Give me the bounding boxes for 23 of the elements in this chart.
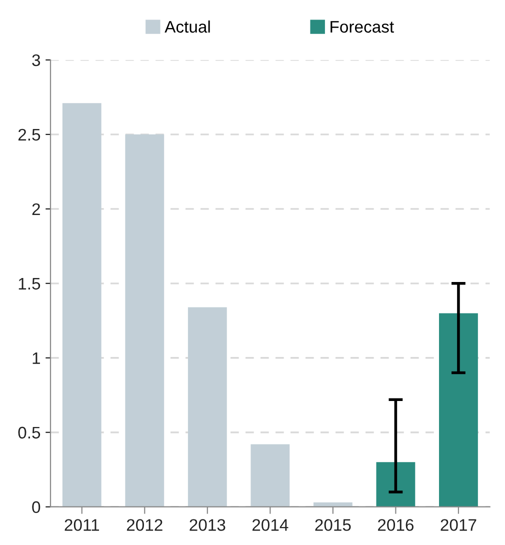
y-tick-label: 1 [32, 352, 40, 364]
legend-label: Actual [164, 20, 210, 33]
x-tick-label: 2012 [126, 519, 162, 531]
y-tick-label: 0.5 [18, 426, 40, 439]
y-tick-label: 0 [32, 501, 40, 514]
legend-label: Forecast [330, 21, 394, 33]
bar [125, 134, 164, 507]
bar [188, 307, 227, 507]
y-tick-label: 3 [32, 54, 40, 66]
bar [62, 103, 102, 507]
x-tick-label: 2014 [252, 519, 288, 531]
bar [439, 313, 478, 507]
x-tick-label: 2011 [64, 519, 99, 531]
bar [376, 462, 416, 507]
x-tick-label: 2015 [315, 519, 351, 531]
bar [313, 502, 352, 507]
bar [250, 444, 290, 507]
y-tick-label: 1.5 [18, 278, 40, 290]
x-tick-label: 2017 [440, 519, 476, 531]
x-tick-label: 2016 [378, 519, 414, 531]
x-tick-label: 2013 [190, 519, 226, 531]
y-tick-label: 2.5 [18, 128, 40, 141]
y-tick-label: 2 [32, 203, 40, 215]
